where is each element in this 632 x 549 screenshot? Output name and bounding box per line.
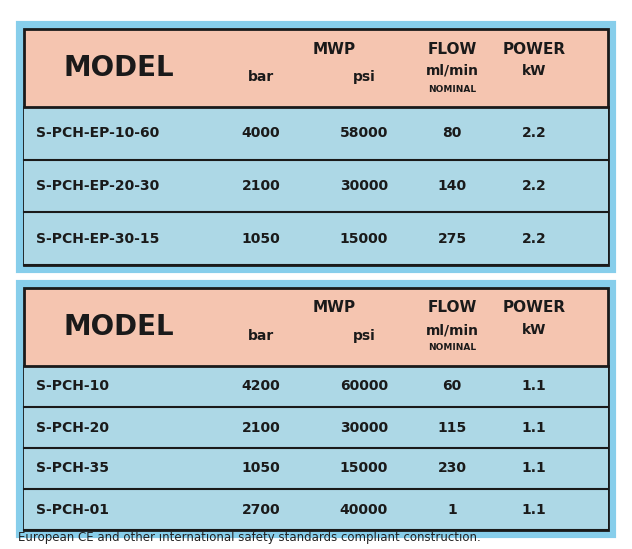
Text: MWP: MWP bbox=[312, 300, 356, 316]
Text: NOMINAL: NOMINAL bbox=[428, 85, 476, 93]
Text: 15000: 15000 bbox=[340, 232, 388, 245]
Text: 40000: 40000 bbox=[340, 502, 388, 517]
Text: 230: 230 bbox=[437, 462, 466, 475]
Text: 1.1: 1.1 bbox=[521, 502, 547, 517]
Text: 30000: 30000 bbox=[340, 421, 388, 434]
Bar bbox=[24, 160, 608, 212]
Text: European CE and other international safety standards compliant construction.: European CE and other international safe… bbox=[18, 531, 481, 544]
Text: psi: psi bbox=[353, 70, 375, 84]
Text: S-PCH-35: S-PCH-35 bbox=[36, 462, 109, 475]
Text: kW: kW bbox=[522, 64, 546, 78]
Text: 1.1: 1.1 bbox=[521, 462, 547, 475]
Text: POWER: POWER bbox=[502, 300, 566, 316]
Text: MODEL: MODEL bbox=[64, 54, 174, 82]
Text: ml/min: ml/min bbox=[425, 323, 478, 337]
Bar bbox=[18, 23, 614, 271]
Text: 15000: 15000 bbox=[340, 462, 388, 475]
Text: 1.1: 1.1 bbox=[521, 379, 547, 394]
Bar bbox=[24, 212, 608, 265]
Text: 2700: 2700 bbox=[241, 502, 281, 517]
Text: psi: psi bbox=[353, 329, 375, 343]
Text: 4000: 4000 bbox=[241, 126, 281, 141]
Bar bbox=[18, 282, 614, 536]
Text: 4200: 4200 bbox=[241, 379, 281, 394]
Text: S-PCH-20: S-PCH-20 bbox=[36, 421, 109, 434]
Text: S-PCH-10: S-PCH-10 bbox=[36, 379, 109, 394]
Text: 2.2: 2.2 bbox=[521, 232, 547, 245]
Text: 2100: 2100 bbox=[241, 421, 281, 434]
Text: bar: bar bbox=[248, 70, 274, 84]
Text: S-PCH-EP-30-15: S-PCH-EP-30-15 bbox=[36, 232, 159, 245]
Text: 275: 275 bbox=[437, 232, 466, 245]
Text: 2.2: 2.2 bbox=[521, 179, 547, 193]
Text: 140: 140 bbox=[437, 179, 466, 193]
Text: FLOW: FLOW bbox=[427, 300, 477, 316]
Text: 2100: 2100 bbox=[241, 179, 281, 193]
Text: 1: 1 bbox=[447, 502, 457, 517]
Text: MODEL: MODEL bbox=[64, 313, 174, 341]
Text: POWER: POWER bbox=[502, 42, 566, 57]
Text: 60000: 60000 bbox=[340, 379, 388, 394]
Text: 80: 80 bbox=[442, 126, 462, 141]
Text: 115: 115 bbox=[437, 421, 466, 434]
Text: 1050: 1050 bbox=[241, 232, 281, 245]
Text: kW: kW bbox=[522, 323, 546, 337]
Text: ml/min: ml/min bbox=[425, 64, 478, 78]
Bar bbox=[24, 407, 608, 448]
Text: S-PCH-EP-10-60: S-PCH-EP-10-60 bbox=[36, 126, 159, 141]
Text: 58000: 58000 bbox=[340, 126, 388, 141]
Bar bbox=[24, 366, 608, 407]
Text: 30000: 30000 bbox=[340, 179, 388, 193]
Bar bbox=[24, 29, 608, 265]
Text: 1.1: 1.1 bbox=[521, 421, 547, 434]
Text: NOMINAL: NOMINAL bbox=[428, 344, 476, 352]
Bar bbox=[24, 489, 608, 530]
Text: 2.2: 2.2 bbox=[521, 126, 547, 141]
Text: S-PCH-01: S-PCH-01 bbox=[36, 502, 109, 517]
Text: MWP: MWP bbox=[312, 42, 356, 57]
Text: 60: 60 bbox=[442, 379, 461, 394]
Bar bbox=[24, 448, 608, 489]
Bar bbox=[24, 107, 608, 160]
Text: FLOW: FLOW bbox=[427, 42, 477, 57]
Text: 1050: 1050 bbox=[241, 462, 281, 475]
Bar bbox=[24, 288, 608, 530]
Text: bar: bar bbox=[248, 329, 274, 343]
Text: S-PCH-EP-20-30: S-PCH-EP-20-30 bbox=[36, 179, 159, 193]
